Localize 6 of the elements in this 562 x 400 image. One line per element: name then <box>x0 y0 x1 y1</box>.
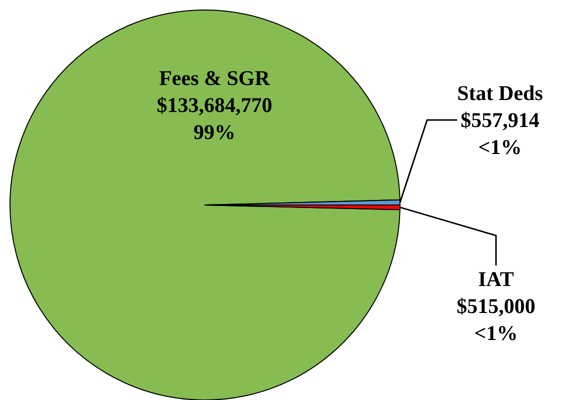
slice-label: Fees & SGR <box>159 66 271 90</box>
data-label: $515,000 <1% <box>456 294 536 345</box>
data-label: $557,914 <1% <box>460 108 540 159</box>
slice-label: IAT <box>478 267 514 291</box>
data-label: $133,684,770 99% <box>156 93 272 144</box>
slice-label: Stat Deds <box>457 81 543 105</box>
